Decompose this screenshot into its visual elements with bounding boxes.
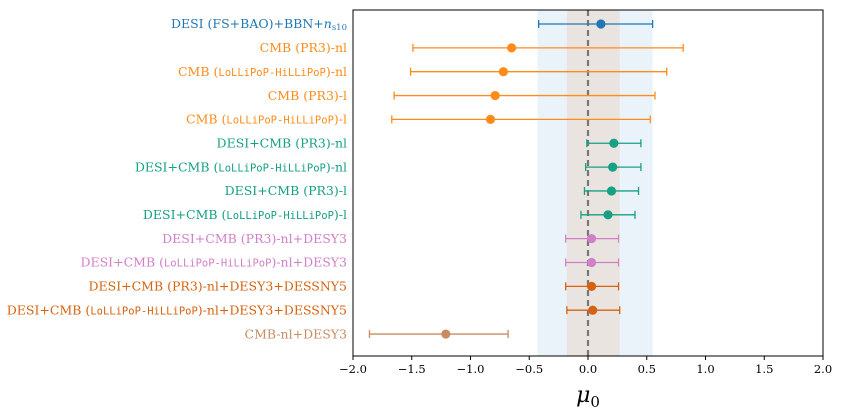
- data-point: [485, 114, 496, 124]
- row-10: [565, 257, 620, 268]
- row-4: [391, 114, 651, 124]
- data-point: [490, 90, 500, 101]
- row-3: [393, 90, 656, 101]
- shaded-band-1: [566, 10, 620, 356]
- data-point: [608, 162, 618, 172]
- x-tick-label: 0.0: [579, 362, 597, 376]
- data-point: [498, 67, 508, 77]
- row-label: CMB-nl+DESY3: [245, 326, 347, 341]
- row-label: DESI+CMB (LoLLiPoP-HiLLiPoP)-nl: [135, 159, 347, 174]
- x-tick-label: 2.0: [814, 362, 832, 376]
- row-2: [409, 67, 668, 77]
- row-label: DESI+CMB (PR3)-nl: [217, 135, 347, 150]
- x-tick-label: −2.0: [339, 362, 367, 376]
- row-9: [565, 234, 620, 244]
- row-label: DESI+CMB (LoLLiPoP-HiLLiPoP)-nl+DESY3+DE…: [7, 302, 347, 317]
- row-12: [566, 305, 621, 315]
- x-axis-ticks: −2.0 −1.5 −1.0 −0.5 0.0 0.5 1.0 1.5 2.0: [339, 356, 832, 376]
- row-6: [585, 162, 642, 172]
- data-point: [507, 43, 517, 53]
- row-11: [565, 281, 620, 291]
- row-7: [583, 186, 640, 196]
- data-point: [586, 257, 597, 268]
- x-tick-label: −0.5: [515, 362, 543, 376]
- x-axis-label: μ0: [576, 383, 600, 411]
- row-label: DESI+CMB (PR3)-nl+DESY3: [162, 231, 347, 246]
- x-tick-label: 1.5: [755, 362, 773, 376]
- row-13: [368, 329, 509, 339]
- shaded-bands: [537, 10, 653, 356]
- row-label: DESI+CMB (PR3)-l: [225, 183, 347, 198]
- x-tick-label: −1.5: [398, 362, 426, 376]
- x-tick-label: −1.0: [457, 362, 485, 376]
- error-bars: [368, 19, 684, 339]
- data-point: [609, 138, 619, 148]
- data-point: [586, 234, 597, 244]
- row-8: [580, 210, 636, 220]
- row-label: CMB (PR3)-nl: [260, 40, 347, 55]
- row-label: CMB (LoLLiPoP-HiLLiPoP)-l: [186, 112, 347, 127]
- row-5: [586, 138, 642, 148]
- data-point: [588, 305, 598, 315]
- y-row-labels: DESI (FS+BAO)+BBN+ns10 CMB (PR3)-nl CMB (L…: [7, 16, 347, 341]
- x-tick-label: 0.5: [638, 362, 656, 376]
- row-label: DESI+CMB (PR3)-nl+DESY3+DESSNY5: [88, 279, 347, 294]
- row-label: DESI (FS+BAO)+BBN+ns10: [171, 16, 347, 33]
- data-point: [586, 281, 597, 291]
- data-point: [603, 210, 613, 220]
- data-point: [606, 186, 617, 196]
- row-label: DESI+CMB (LoLLiPoP-HiLLiPoP)-nl+DESY3: [80, 255, 347, 270]
- row-1: [412, 43, 684, 53]
- row-label: CMB (PR3)-l: [268, 88, 347, 103]
- x-tick-label: 1.0: [696, 362, 714, 376]
- data-point: [441, 329, 451, 339]
- data-point: [596, 19, 606, 29]
- row-0: [538, 19, 654, 29]
- row-label: DESI+CMB (LoLLiPoP-HiLLiPoP)-l: [143, 207, 347, 222]
- row-label: CMB (LoLLiPoP-HiLLiPoP)-nl: [178, 64, 347, 79]
